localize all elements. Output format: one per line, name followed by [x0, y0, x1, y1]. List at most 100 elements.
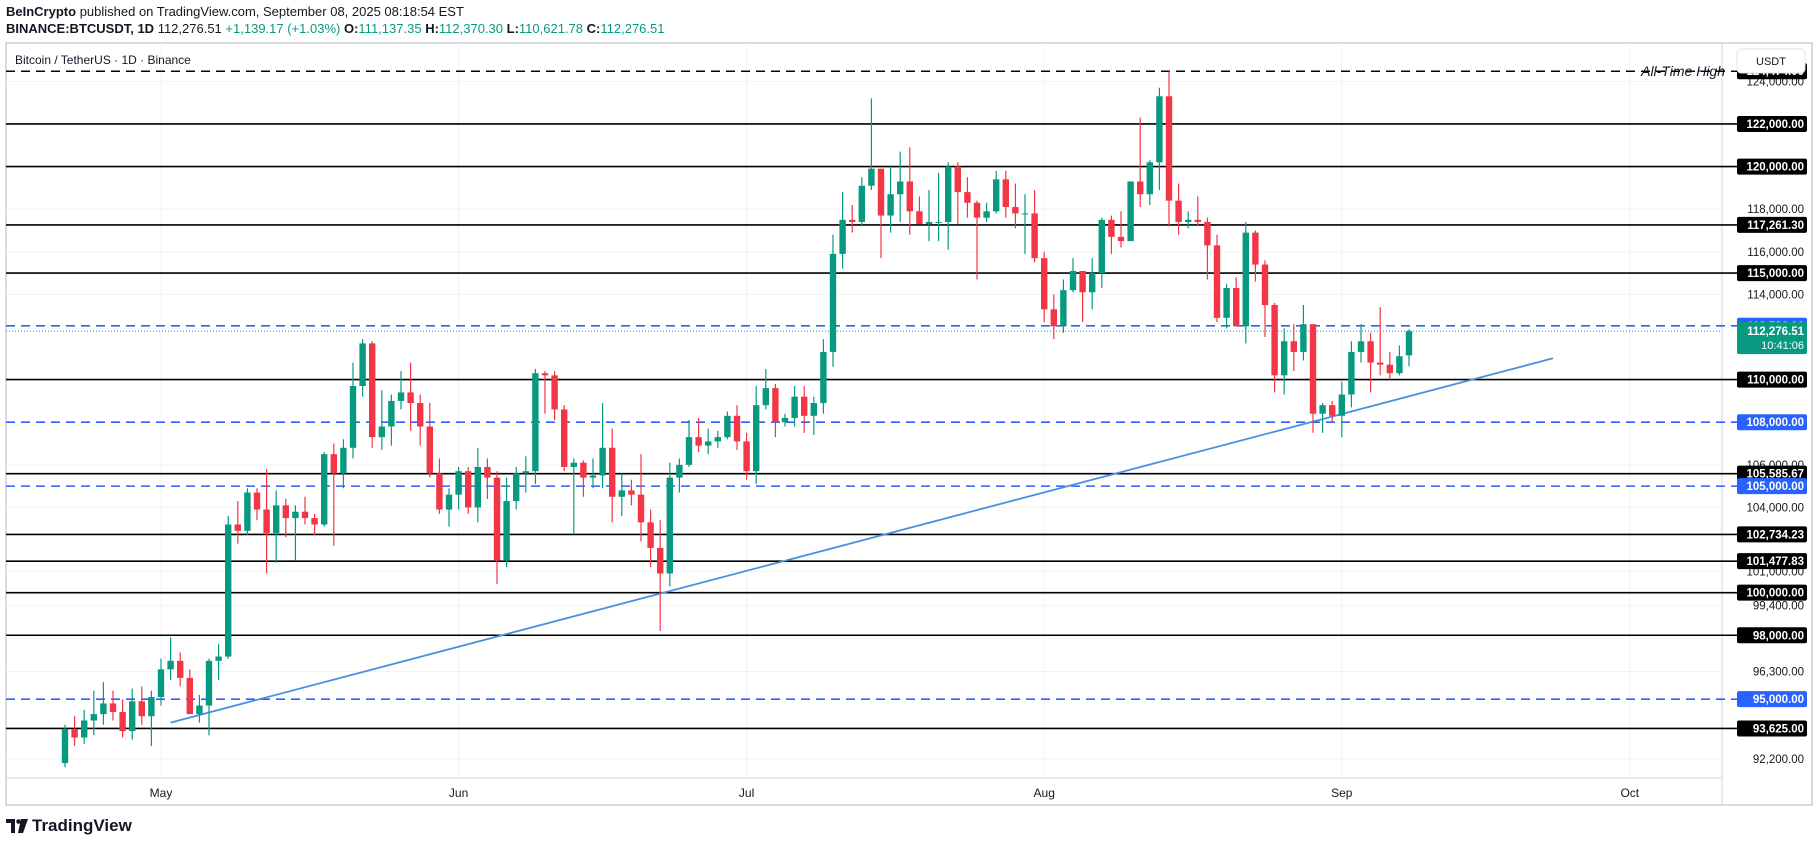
candle: [820, 339, 827, 414]
candle-body: [253, 492, 261, 510]
y-tick-label: 101,000.00: [1746, 566, 1804, 578]
trendline-layer: [170, 357, 1554, 724]
footer-brand[interactable]: TradingView: [6, 816, 132, 836]
candle-body: [1127, 181, 1134, 242]
candle-body: [522, 471, 529, 474]
candle: [186, 669, 193, 715]
candle: [743, 432, 750, 480]
level-price-tag: [1737, 691, 1807, 708]
publisher-name[interactable]: BeInCrypto: [6, 4, 77, 19]
candle-body: [1271, 305, 1278, 376]
candle-body: [407, 392, 414, 404]
candle: [397, 371, 405, 410]
candle-body: [1242, 232, 1249, 327]
candle-body: [493, 477, 501, 561]
candle-body: [1281, 341, 1288, 376]
candle: [157, 658, 165, 706]
candle: [81, 709, 88, 744]
ohlc-line: BINANCE:BTCUSDT, 1D 112,276.51 +1,139.17…: [6, 21, 664, 36]
candle-body: [1165, 96, 1173, 201]
level-price-label: 108,000.00: [1746, 417, 1804, 429]
candle-body: [1060, 290, 1067, 327]
published-text: published on TradingView.com, September …: [79, 4, 464, 19]
y-tick-label: 124,000.00: [1746, 76, 1804, 88]
candle-body: [71, 729, 78, 738]
candle-body: [1175, 200, 1182, 222]
candle-body: [311, 518, 318, 525]
candle: [1194, 196, 1201, 227]
close-label: C:: [586, 21, 601, 36]
level-price-tag: [1737, 584, 1807, 601]
candle-body: [292, 511, 299, 519]
candle: [1127, 181, 1134, 242]
candle-body: [148, 697, 155, 717]
y-tick-label: 114,000.00: [1747, 289, 1804, 301]
candle: [205, 658, 213, 736]
candle: [301, 496, 309, 525]
candle-body: [1117, 236, 1125, 242]
candle-body: [858, 185, 865, 222]
candle-body: [119, 711, 126, 732]
level-price-tag: [1737, 265, 1807, 282]
level-price-label: 100,000.00: [1746, 588, 1804, 600]
candle-body: [551, 375, 558, 410]
candle: [733, 405, 741, 450]
candle-body: [225, 524, 232, 657]
x-tick-label: May: [150, 786, 173, 800]
candle-body: [177, 660, 184, 678]
candle-body: [781, 417, 789, 423]
candle-body: [1223, 288, 1230, 318]
level-price-label: 117,261.30: [1747, 220, 1804, 232]
candle: [1377, 307, 1384, 376]
y-tick-label: 92,200.00: [1753, 754, 1804, 766]
candle-body: [829, 253, 837, 352]
level-price-tag: [1737, 371, 1807, 388]
y-tick-label: 99,400.00: [1753, 600, 1804, 612]
candle-body: [330, 454, 337, 474]
level-price-label: 102,734.23: [1746, 529, 1804, 541]
time-axis[interactable]: May Jun Jul Aug Sep Oct: [150, 786, 1640, 800]
symbol-label: BINANCE:BTCUSDT, 1D: [6, 21, 155, 36]
level-price-tag: [1737, 553, 1807, 570]
candle: [1204, 217, 1211, 280]
level-labels-layer: 124,474.00122,000.00120,000.00117,261.30…: [1640, 63, 1807, 737]
candle-body: [589, 475, 597, 478]
candle: [359, 339, 366, 397]
candle-body: [1108, 219, 1115, 237]
candle-body: [945, 166, 952, 222]
candle: [954, 162, 961, 225]
candle-body: [647, 522, 654, 548]
candle-body: [1377, 362, 1384, 365]
level-price-tag: [1737, 720, 1807, 737]
candle: [801, 386, 808, 433]
candle: [541, 371, 549, 414]
candle: [1329, 400, 1336, 423]
candle: [1050, 294, 1057, 340]
candle: [484, 458, 491, 499]
x-tick-label: Aug: [1034, 786, 1055, 800]
candle: [455, 466, 462, 510]
candle-body: [474, 466, 481, 508]
candle-body: [369, 343, 376, 438]
candle-body: [868, 168, 875, 186]
currency-button[interactable]: [1736, 48, 1806, 74]
candle-body: [1021, 213, 1029, 215]
candle: [1281, 328, 1288, 395]
candle-body: [90, 714, 97, 721]
candle: [1290, 324, 1297, 372]
candle-body: [436, 473, 443, 510]
candle: [407, 362, 414, 431]
candle: [753, 386, 760, 484]
candle-body: [273, 505, 280, 533]
candle: [1338, 381, 1345, 438]
low-value: 110,621.78: [518, 21, 584, 36]
candle-body: [1357, 341, 1365, 352]
candle: [148, 690, 155, 747]
candle: [493, 471, 501, 585]
grid-layer: [6, 43, 1722, 778]
candle: [1405, 329, 1413, 367]
candle-body: [359, 343, 366, 386]
level-price-label: 93,625.00: [1753, 723, 1804, 735]
candle-body: [1386, 364, 1393, 374]
